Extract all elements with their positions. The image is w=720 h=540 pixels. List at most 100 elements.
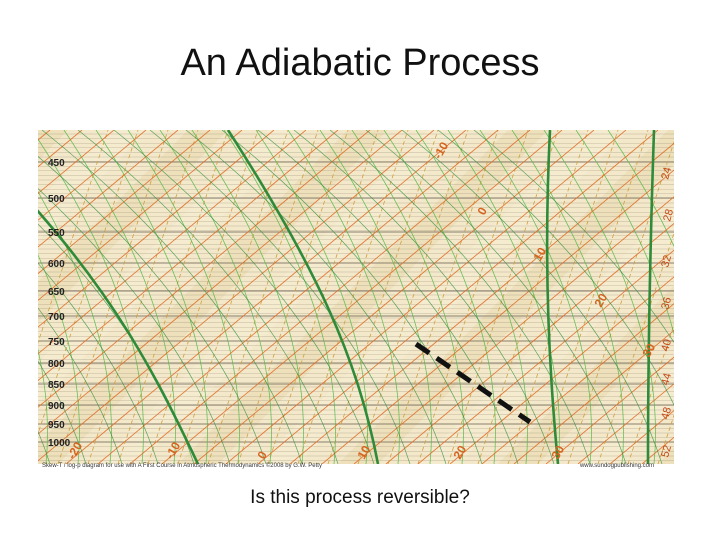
pressure-label-900: 900 [48,401,65,412]
mixing-ratio-line [387,130,499,464]
bold-adiabat-line [545,130,560,464]
pressure-label-800: 800 [48,359,65,370]
moist-adiabat-line [127,130,240,464]
moisture-band [98,130,468,464]
isotherm-line [38,130,179,248]
dry-adiabat-line [77,130,339,464]
mixing-ratio-line [237,130,349,464]
dry-adiabats [38,130,674,464]
pressure-label-500: 500 [48,194,65,205]
pressure-label-450: 450 [48,158,65,169]
isotherm-line [38,130,115,195]
moist-adiabat-line [351,130,464,464]
adiabatic-process-path [414,341,532,425]
dry-adiabat-line [437,130,674,406]
skew-t-canvas: 450 500 550 600 650 700 750 800 850 900 … [38,130,674,464]
isotherm-label-20: 20 [591,291,610,310]
mixing-ratio-label-40: 40 [659,338,674,353]
moist-adiabat-line [447,130,560,464]
isotherm-line [38,130,371,408]
process-path-line [414,341,532,425]
dry-adiabat-line [41,130,303,464]
moist-adiabat-line [575,130,674,336]
pressure-label-700: 700 [48,312,65,323]
pressure-label-850: 850 [48,380,65,391]
moist-adiabat-line [38,348,48,464]
isotherm-line [97,130,499,464]
mixing-ratio-line [627,323,674,464]
isotherm-line [38,130,275,328]
dry-adiabat-line [38,188,231,464]
mixing-ratio-line [147,130,259,464]
isotherm-line [545,356,674,464]
moist-adiabat-line [159,130,272,464]
mixing-ratio-line [38,130,109,344]
isotherm-line [577,383,674,464]
diagram-credit: Skew-T / log-p diagram for use with A Fi… [42,463,322,469]
isotherm-line [385,222,674,464]
isotherm-line [417,249,674,464]
dry-adiabat-line [185,130,447,464]
isotherm-line [38,130,403,435]
isotherm-label-10: 10 [530,245,549,264]
mixing-ratio-line [327,130,439,464]
mixing-ratio-line [537,130,649,464]
dry-adiabat-line [38,156,267,464]
moist-adiabat-line [383,130,496,464]
moist-adiabat-line [607,130,674,248]
bottom-temp-label-30: 30 [548,443,567,462]
publisher-url: www.sundogpublishing.com [579,463,654,469]
mixing-ratio-line [297,130,409,464]
pressure-label-950: 950 [48,420,65,431]
bottom-temp-label-20: 20 [450,443,469,462]
mixing-ratio-line [357,130,469,464]
isotherm-line [353,196,674,464]
isotherm-line [129,130,531,464]
pressure-label-750: 750 [48,337,65,348]
dry-adiabat-line [329,130,591,464]
mixing-ratio-line [417,130,529,464]
pressure-label-600: 600 [48,259,65,270]
mixing-ratio-label-32: 32 [659,254,674,269]
slide-title: An Adiabatic Process [180,42,540,84]
isotherm-line [289,142,674,464]
mixing-ratio-line [117,130,229,464]
pressure-label-1000: 1000 [48,438,71,449]
mixing-ratio-label-52: 52 [659,444,674,459]
dry-adiabat-line [221,130,483,464]
isotherm-line [38,130,211,275]
slide-caption: Is this process reversible? [250,487,470,508]
mixing-ratio-label-24: 24 [659,166,674,181]
moist-adiabat-line [63,130,176,464]
moisture-band [658,447,674,464]
mixing-ratio-line [477,130,589,464]
diagram-footer: Skew-T / log-p diagram for use with A Fi… [42,462,662,474]
isotherm-line [321,169,674,464]
pressure-label-550: 550 [48,228,65,239]
skew-t-diagram: 450 500 550 600 650 700 750 800 850 900 … [38,130,674,464]
moist-adiabat-line [511,130,624,464]
moist-adiabats [38,130,674,464]
mixing-ratio-line [207,130,319,464]
moisture-band [178,130,548,464]
mixing-ratio-label-36: 36 [659,296,674,311]
bold-adiabat-line [646,130,656,464]
dry-adiabat-line [149,130,411,464]
dry-adiabat-line [38,307,123,464]
moisture-band [38,130,388,464]
moist-adiabat-line [38,190,112,464]
isotherm-label-30: 30 [639,341,658,360]
moist-adiabat-line [543,130,656,464]
dry-adiabat-line [38,360,87,464]
isotherm-line [65,130,467,464]
mixing-ratio-label-44: 44 [659,372,674,387]
mixing-ratio-line [567,140,674,464]
dry-adiabat-line [365,130,627,464]
moisture-band [578,366,674,464]
isotherm-line [38,130,243,301]
mixing-ratio-line [597,231,674,464]
moist-adiabat-line [38,254,80,464]
moist-adiabat-line [95,130,208,464]
dry-adiabat-line [257,130,519,464]
pressure-label-650: 650 [48,287,65,298]
